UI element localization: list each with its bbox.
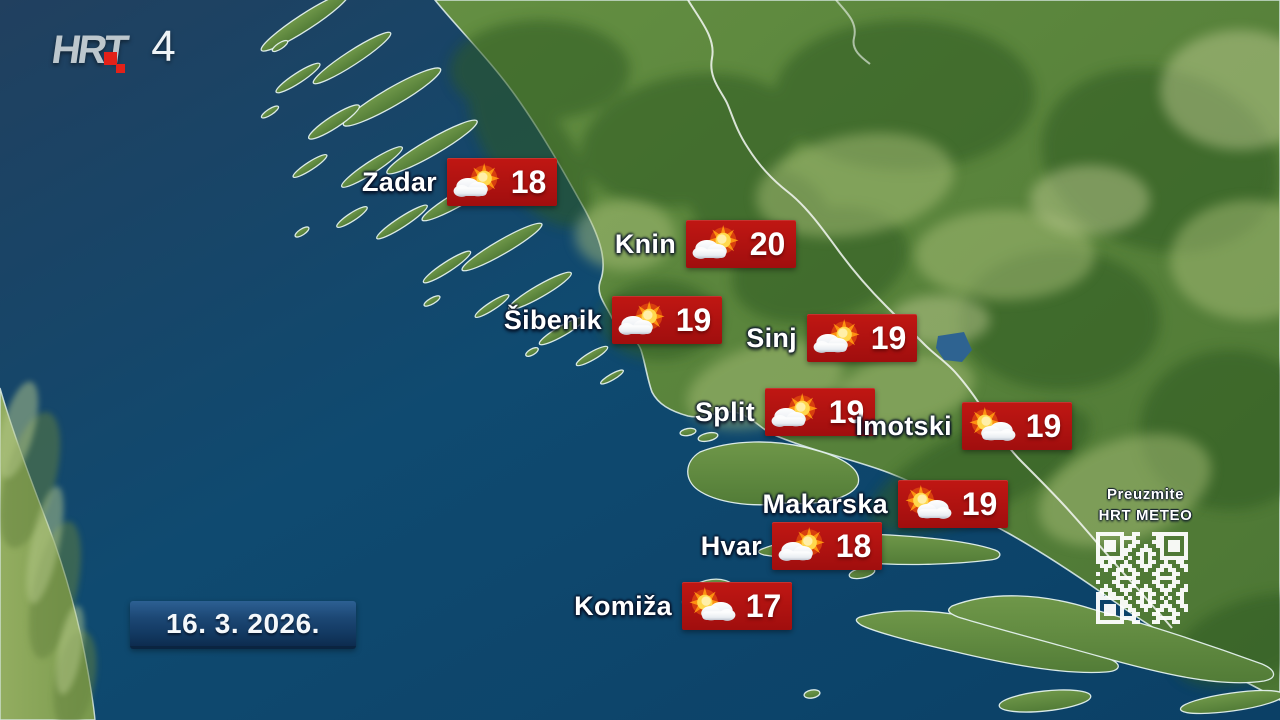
sun-behind-cloud-icon [775,524,829,568]
temperature-value: 19 [1025,407,1062,444]
weather-station-zadar: Zadar 18 [267,158,557,206]
weather-station-sibenik: Šibenik 19 [432,296,722,344]
country-border-line-2 [835,0,871,65]
date-banner: 16. 3. 2026. [130,601,356,649]
temperature-badge: 19 [898,480,1008,528]
sun-above-cloud-icon [685,584,739,628]
city-label: Zadar [361,166,437,197]
hrt-meteo-promo: Preuzmite HRT METEO [1058,484,1233,526]
temperature-badge: 17 [682,582,792,630]
temperature-badge: 19 [765,388,875,436]
temperature-value: 18 [510,163,547,200]
date-label: 16. 3. 2026. [166,607,320,639]
city-label: Knin [614,228,676,259]
temperature-value: 18 [835,527,872,564]
city-label: Komiža [574,590,672,621]
city-label: Makarska [762,488,888,519]
temperature-value: 17 [745,587,782,624]
promo-line-2: HRT METEO [1098,507,1193,524]
channel-number: 4 [151,22,176,71]
city-label: Hvar [700,530,762,561]
weather-station-imotski: Imotski 19 [782,402,1072,450]
temperature-badge: 20 [686,220,796,268]
sun-behind-cloud-icon [810,316,864,360]
city-label: Split [695,396,755,427]
islands [260,0,1280,715]
temperature-value: 19 [961,485,998,522]
temperature-value: 19 [870,319,907,356]
temperature-badge: 19 [612,296,722,344]
temperature-badge: 18 [447,158,557,206]
temperature-badge: 18 [772,522,882,570]
logo-red-square-small-icon [116,64,125,73]
weather-station-makarska: Makarska 19 [718,480,1008,528]
temperature-badge: 19 [962,402,1072,450]
promo-line-1: Preuzmite [1106,486,1185,503]
sun-above-cloud-icon [965,404,1019,448]
city-label: Šibenik [503,304,602,335]
logo-red-square-icon [104,52,117,65]
temperature-badge: 19 [807,314,917,362]
city-label: Sinj [746,322,797,353]
sun-above-cloud-icon [901,482,955,526]
weather-station-knin: Knin 20 [506,220,796,268]
sun-behind-cloud-icon [689,222,743,266]
weather-station-split: Split 19 [585,388,875,436]
city-label: Imotski [855,410,952,441]
temperature-value: 19 [675,301,712,338]
weather-station-sinj: Sinj 19 [627,314,917,362]
weather-station-komiza: Komiža 17 [502,582,792,630]
sun-behind-cloud-icon [450,160,504,204]
temperature-value: 19 [828,393,865,430]
qr-code [1096,532,1188,624]
temperature-value: 20 [749,225,786,262]
lake [936,332,972,362]
channel-logo: HRT 4 [49,22,176,73]
weather-station-hvar: Hvar 18 [592,522,882,570]
